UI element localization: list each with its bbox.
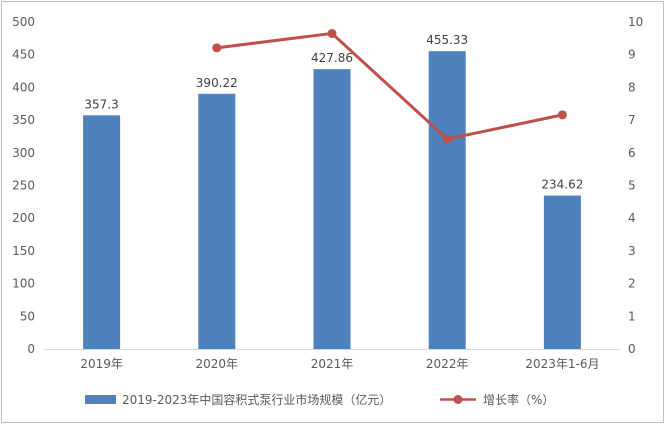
left-axis-ticks: 0 50 100 150 200 250 300 350 400 450 500 [12, 15, 35, 356]
left-axis-tick-label: 0 [27, 342, 35, 356]
legend-bar-swatch [85, 395, 116, 404]
growth-rate-point [327, 28, 337, 38]
right-axis-tick-label: 7 [628, 113, 636, 127]
x-axis-tick-label: 2022年 [426, 357, 469, 371]
left-axis-tick-label: 300 [12, 146, 35, 160]
legend-line-marker [453, 395, 463, 404]
legend-bar-label: 2019-2023年中国容积式泵行业市场规模（亿元） [122, 392, 391, 407]
legend-line-label: 增长率（%） [483, 392, 554, 407]
left-axis-tick-label: 500 [12, 15, 35, 29]
x-axis-tick-label: 2023年1-6月 [525, 357, 599, 371]
x-axis-tick-label: 2019年 [80, 357, 123, 371]
left-axis-tick-label: 450 [12, 48, 35, 62]
x-axis-ticks: 2019年 2020年 2021年 2022年 2023年1-6月 [80, 357, 599, 371]
bar-series [83, 51, 581, 350]
bar [313, 69, 351, 349]
bar [543, 195, 581, 349]
right-axis-tick-label: 2 [628, 277, 636, 291]
right-axis-ticks: 0 1 2 3 4 5 6 7 8 9 10 [628, 15, 643, 356]
right-axis-tick-label: 8 [628, 80, 636, 94]
right-axis-tick-label: 6 [628, 146, 636, 160]
right-axis-tick-label: 9 [628, 48, 636, 62]
growth-rate-point [442, 134, 452, 144]
line-series [212, 28, 567, 144]
left-axis-tick-label: 100 [12, 277, 35, 291]
right-axis-tick-label: 4 [628, 211, 636, 225]
growth-rate-line [216, 31, 563, 141]
bar [428, 51, 466, 350]
bar [198, 93, 236, 350]
left-axis-tick-label: 350 [12, 113, 35, 127]
growth-rate-point [557, 110, 567, 120]
right-axis-tick-label: 5 [628, 179, 636, 193]
bar-data-label: 427.86 [311, 51, 353, 65]
x-axis-tick-label: 2021年 [311, 357, 354, 371]
right-axis-tick-label: 1 [628, 309, 636, 323]
bar-data-label: 455.33 [426, 33, 468, 47]
left-axis-tick-label: 400 [12, 80, 35, 94]
legend: 2019-2023年中国容积式泵行业市场规模（亿元） 增长率（%） [85, 392, 554, 407]
bar-data-label: 390.22 [196, 76, 238, 90]
x-axis-tick-label: 2020年 [196, 357, 239, 371]
right-axis-tick-label: 0 [628, 342, 636, 356]
growth-rate-point [212, 43, 222, 53]
right-axis-tick-label: 10 [628, 15, 643, 29]
bar-data-labels: 357.3 390.22 427.86 455.33 234.62 [84, 33, 583, 191]
bar-data-label: 357.3 [84, 97, 118, 111]
left-axis-tick-label: 250 [12, 179, 35, 193]
left-axis-tick-label: 200 [12, 211, 35, 225]
bar-data-label: 234.62 [541, 178, 583, 192]
right-axis-tick-label: 3 [628, 244, 636, 258]
bar [83, 115, 121, 349]
left-axis-tick-label: 150 [12, 244, 35, 258]
left-axis-tick-label: 50 [20, 309, 35, 323]
